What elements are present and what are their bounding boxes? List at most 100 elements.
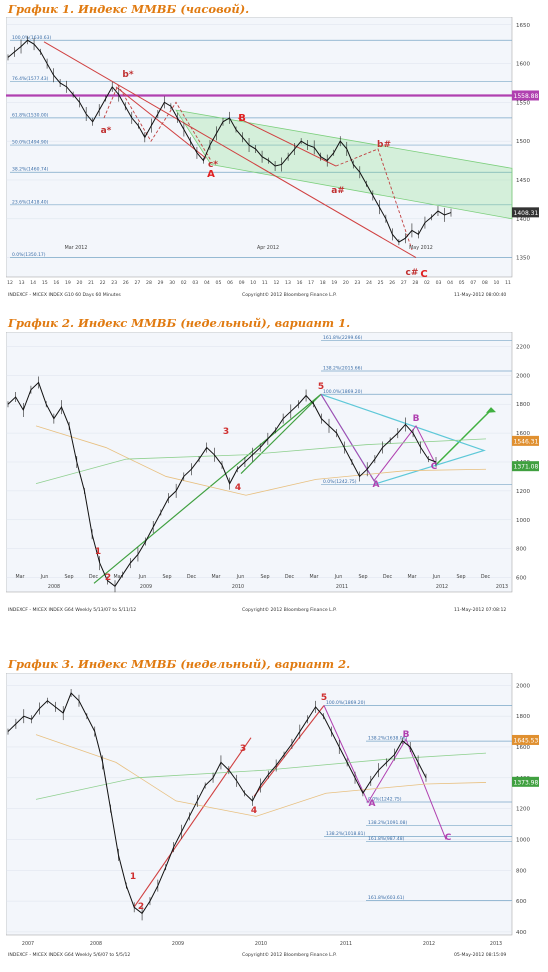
chart-1-x-tick-28: 19 xyxy=(331,280,337,286)
chart-1-x-tick-32: 25 xyxy=(378,280,384,286)
chart-2-x-year-0: 2008 xyxy=(48,584,60,590)
chart-3-red-line-1 xyxy=(133,737,252,908)
chart-3-x-year-6: 2013 xyxy=(490,941,502,947)
chart-1-x-tick-21: 10 xyxy=(250,280,256,286)
chart-2-wave-label-2: 3 xyxy=(223,427,229,437)
chart-1-x-tick-3: 15 xyxy=(42,280,48,286)
chart-2-x-month-8: Mar xyxy=(211,574,220,580)
chart-2-y-tick-1: 800 xyxy=(516,547,527,553)
chart-2-abc-path xyxy=(320,393,437,482)
chart-1-fib-label-5: 23.6%(1418.40) xyxy=(12,199,49,205)
chart-1-footer-center: Copyright© 2012 Bloomberg Finance L.P. xyxy=(242,293,337,298)
chart-1-x-tick-1: 13 xyxy=(19,280,25,286)
chart-1-x-tick-2: 14 xyxy=(30,280,36,286)
chart-1-x-tick-8: 22 xyxy=(100,280,106,286)
chart-3-x-year-5: 2012 xyxy=(423,941,435,947)
chart-2-x-month-7: Dec xyxy=(187,574,197,580)
chart-1-x-tick-4: 16 xyxy=(53,280,59,286)
chart-3-y-tick-0: 400 xyxy=(516,930,527,936)
chart-1-title: График 1. Индекс ММВБ (часовой). xyxy=(8,2,250,16)
chart-3-price-line xyxy=(7,692,427,915)
chart-2-ma-short xyxy=(35,438,487,485)
chart-1-x-tick-15: 02 xyxy=(181,280,187,286)
chart-1-x-tick-38: 04 xyxy=(447,280,453,286)
chart-1-wave-label-8: C xyxy=(420,269,427,280)
chart-3-x-year-1: 2008 xyxy=(90,941,102,947)
chart-1-y-tick-6: 1650 xyxy=(516,23,530,29)
chart-1-y-tick-5: 1600 xyxy=(516,62,530,68)
chart-3-y-tick-6: 1600 xyxy=(516,745,530,751)
chart-2-fib-label-2: 100.0%(1869.20) xyxy=(323,389,363,395)
chart-2-fib-label-0: 161.8%(2299.66) xyxy=(323,335,363,341)
chart-3-fib-label-6: 161.8%(603.61) xyxy=(368,895,405,901)
chart-1-x-tick-12: 28 xyxy=(146,280,152,286)
chart-2-x-year-4: 2012 xyxy=(436,584,448,590)
chart-1-right-tag-0-bg xyxy=(512,90,539,101)
chart-3-fib-label-2: 0.0%(1242.75) xyxy=(368,796,402,802)
chart-1-right-tag-0: 1558.88 xyxy=(514,93,539,100)
chart-2-x-year-5: 2013 xyxy=(496,584,508,590)
chart-1-y-tick-2: 1450 xyxy=(516,178,530,184)
chart-3-y-tick-3: 1000 xyxy=(516,837,530,843)
chart-3-right-tag-1: 1373.98 xyxy=(514,779,539,786)
chart-1-price-line xyxy=(7,39,452,243)
chart-1-x-tick-23: 12 xyxy=(273,280,279,286)
chart-2-plot: 6008001000120014001600180020002200161.8%… xyxy=(5,331,540,617)
chart-3-y-tick-2: 800 xyxy=(516,868,527,874)
chart-3-wave-label-7: C xyxy=(445,833,452,843)
chart-3-footer-right: 05-May-2012 08:15:09 xyxy=(454,953,507,958)
chart-2-y-tick-2: 1000 xyxy=(516,518,530,524)
chart-1-x-tick-35: 28 xyxy=(412,280,418,286)
chart-2-x-month-14: Sep xyxy=(358,574,367,580)
chart-3-x-year-0: 2007 xyxy=(22,941,34,947)
chart-2-x-month-17: Jun xyxy=(432,574,441,580)
chart-1-x-tick-37: 03 xyxy=(436,280,442,286)
chart-2-x-month-19: Dec xyxy=(481,574,491,580)
chart-1-x-tick-13: 29 xyxy=(158,280,164,286)
chart-2-ma-long xyxy=(35,425,487,496)
chart-2-x-month-16: Mar xyxy=(407,574,416,580)
chart-1-right-tag-1: 1408.31 xyxy=(514,210,539,217)
chart-1-fib-label-4: 38.2%(1460.74) xyxy=(12,167,49,173)
chart-2-right-tag-1-bg xyxy=(512,461,539,472)
chart-1-wave-label-3: A xyxy=(207,169,215,180)
chart-1-y-tick-3: 1500 xyxy=(516,139,530,145)
chart-1-wave-label-6: a# xyxy=(331,186,345,196)
chart-2-x-month-4: Mar xyxy=(113,574,122,580)
chart-2-green-line-2 xyxy=(240,393,322,474)
chart-1-x-month-1: Apr 2012 xyxy=(257,245,279,251)
chart-2-y-tick-3: 1200 xyxy=(516,489,530,495)
chart-2-x-month-0: Mar xyxy=(15,574,24,580)
chart-1-x-tick-5: 19 xyxy=(65,280,71,286)
chart-2-green-line-1 xyxy=(93,393,322,584)
chart-1-fib-label-1: 76.4%(1577.43) xyxy=(12,76,49,82)
chart-2-x-year-3: 2011 xyxy=(336,584,348,590)
chart-2-panel: 6008001000120014001600180020002200161.8%… xyxy=(5,331,540,617)
chart-1-x-tick-14: 30 xyxy=(169,280,175,286)
chart-1-wave-label-2: c* xyxy=(208,160,218,170)
chart-2-wave-label-7: C xyxy=(431,462,438,472)
chart-1-y-tick-4: 1550 xyxy=(516,100,530,106)
chart-2-x-month-11: Dec xyxy=(285,574,295,580)
chart-1-right-tag-1-bg xyxy=(512,207,539,218)
chart-3-red-line-2 xyxy=(253,705,325,797)
chart-2-x-month-12: Mar xyxy=(309,574,318,580)
chart-1-x-month-2: May 2012 xyxy=(409,245,433,251)
chart-1-x-month-0: Mar 2012 xyxy=(65,245,88,251)
chart-1-red-line-b xyxy=(115,86,207,159)
chart-2-green-arrow xyxy=(435,409,492,466)
chart-1-x-tick-18: 05 xyxy=(216,280,222,286)
chart-2-right-tag-0: 1546.31 xyxy=(514,438,539,445)
chart-1-wave-label-7: c# xyxy=(406,268,419,278)
chart-2-right-tag-0-bg xyxy=(512,435,539,446)
chart-1-x-tick-17: 04 xyxy=(204,280,210,286)
chart-2-x-month-2: Sep xyxy=(64,574,73,580)
chart-1-wave-label-0: b* xyxy=(122,70,133,80)
chart-1-x-tick-36: 02 xyxy=(424,280,430,286)
chart-3-fib-label-3: 138.2%(1091.08) xyxy=(368,820,408,826)
chart-2-x-month-5: Jun xyxy=(138,574,147,580)
chart-1-y-tick-0: 1350 xyxy=(516,256,530,262)
chart-1-x-tick-11: 27 xyxy=(134,280,140,286)
chart-1-panel: 1350 1400 1450 1500 1550 1600 1650 100.0%(1630.… xyxy=(5,16,540,302)
chart-2-wave-label-5: A xyxy=(373,480,380,490)
